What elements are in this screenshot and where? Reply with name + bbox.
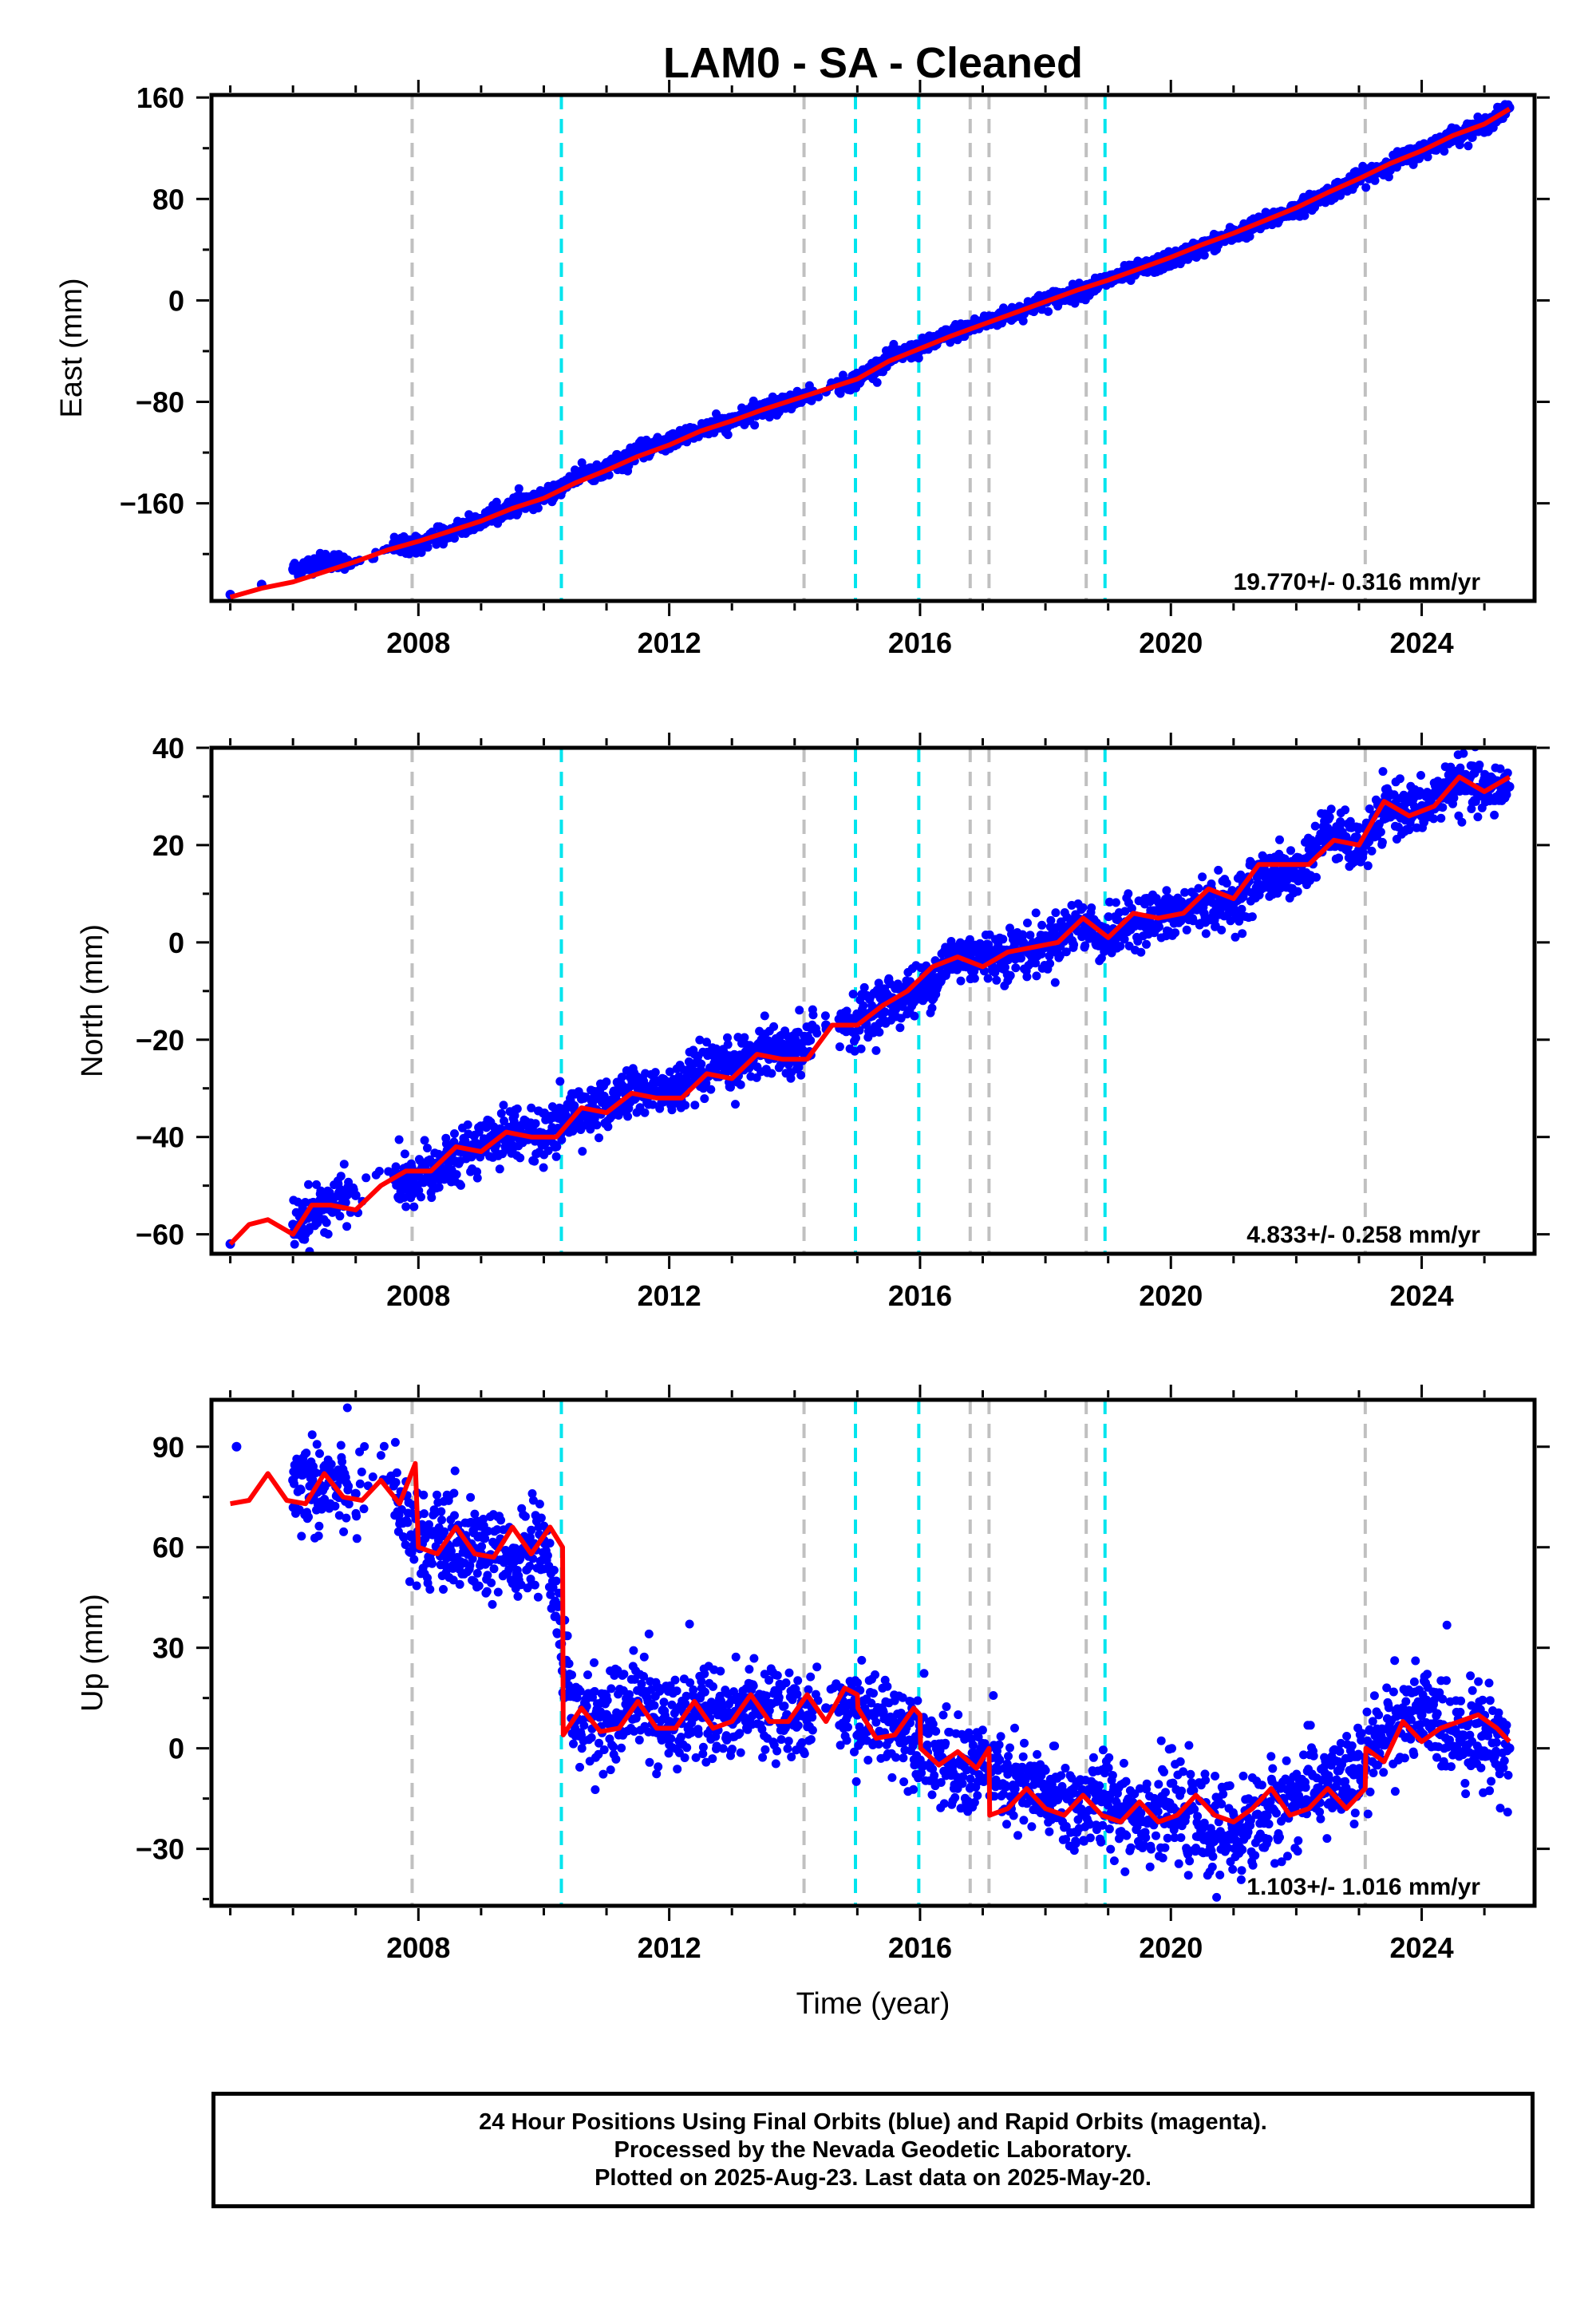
model-line-up [230,1460,1511,1824]
y-tick-label-east-160: 160 [136,81,184,114]
vertical-lines-east [410,95,1367,601]
y-tick-label-up-90: 90 [152,1431,184,1464]
footer-box: 24 Hour Positions Using Final Orbits (bl… [211,2092,1535,2208]
x-axis-up: 2008 2012 2016 2020 2024 [229,1385,1486,1964]
data-point-cloud-east [288,100,1513,581]
data-point-up-3 [350,1488,361,1499]
y-tick-label-east-0: 0 [168,284,184,317]
x-tick-label-east-2024: 2024 [1390,626,1454,659]
y-tick-label-east--80: −80 [136,386,184,419]
footer-line-3: Plotted on 2025-Aug-23. Last data on 202… [595,2164,1152,2191]
data-point-up-18 [821,1703,832,1713]
y-axis-label-north: North (mm) [76,924,109,1077]
vertical-lines-up [410,1400,1367,1906]
x-axis-east: 2008 2012 2016 2020 2024 [229,80,1486,659]
y-tick-label-north--20: −20 [136,1024,184,1057]
points-up [231,1403,1515,1902]
rate-label-east: 19.770+/- 0.316 mm/yr [1234,569,1481,595]
model-north [228,774,1511,1246]
y-axis-east: −160 −80 0 80 160 [120,81,1550,555]
data-point-cloud-north [288,748,1513,1254]
model-line-north [228,774,1511,1246]
y-tick-label-up-60: 60 [152,1531,184,1564]
y-axis-label-up: Up (mm) [76,1594,109,1712]
chart-title: LAM0 - SA - Cleaned [663,39,1083,87]
y-tick-label-east-80: 80 [152,183,184,215]
x-tick-label-north-2012: 2012 [638,1279,701,1312]
x-tick-label-north-2016: 2016 [888,1279,952,1312]
data-point-cloud-up [288,1403,1513,1902]
plot-frame-north [209,745,1537,1256]
data-point-up-0 [231,1441,242,1452]
x-tick-label-north-2024: 2024 [1390,1279,1454,1312]
x-tick-label-east-2008: 2008 [386,626,450,659]
y-tick-label-east--160: −160 [120,488,184,520]
rate-label-north: 4.833+/- 0.258 mm/yr [1246,1222,1480,1248]
y-tick-label-north-0: 0 [168,927,184,959]
y-tick-label-up-30: 30 [152,1632,184,1665]
x-tick-label-north-2020: 2020 [1139,1279,1203,1312]
rate-label-up: 1.103+/- 1.016 mm/yr [1246,1874,1480,1900]
x-tick-label-up-2024: 2024 [1390,1931,1454,1964]
model-east [229,106,1511,600]
x-tick-label-up-2020: 2020 [1139,1931,1203,1964]
y-axis-up: −30 0 30 60 90 [136,1431,1550,1901]
plot-frame-up [209,1397,1537,1908]
points-east [225,100,1515,600]
x-axis-north: 2008 2012 2016 2020 2024 [229,733,1486,1312]
x-tick-label-up-2008: 2008 [386,1931,450,1964]
x-tick-label-east-2020: 2020 [1139,626,1203,659]
points-north [225,748,1515,1254]
y-axis-label-east: East (mm) [55,278,89,417]
footer-line-1: 24 Hour Positions Using Final Orbits (bl… [479,2109,1267,2135]
footer-line-2: Processed by the Nevada Geodetic Laborat… [614,2136,1132,2163]
x-tick-label-up-2012: 2012 [638,1931,701,1964]
panel-east: 2008 2012 2016 2020 2024 −160 −80 0 80 160 East … [55,80,1550,659]
x-axis-label: Time (year) [796,1987,950,2021]
panel-north: 2008 2012 2016 2020 2024 −60 −40 −20 0 20 40 Nort… [76,732,1550,1312]
model-line-east [229,106,1511,600]
y-tick-label-north-40: 40 [152,732,184,765]
plot-frame-east [209,93,1537,603]
y-tick-label-up-0: 0 [168,1733,184,1765]
y-tick-label-north--60: −60 [136,1219,184,1251]
x-tick-label-north-2008: 2008 [386,1279,450,1312]
y-axis-north: −60 −40 −20 0 20 40 [136,732,1550,1251]
x-tick-label-east-2016: 2016 [888,626,952,659]
model-up [230,1460,1511,1824]
y-tick-label-north--40: −40 [136,1121,184,1154]
y-tick-label-north-20: 20 [152,829,184,862]
y-tick-label-up--30: −30 [136,1833,184,1866]
x-tick-label-up-2016: 2016 [888,1931,952,1964]
x-tick-label-east-2012: 2012 [638,626,701,659]
